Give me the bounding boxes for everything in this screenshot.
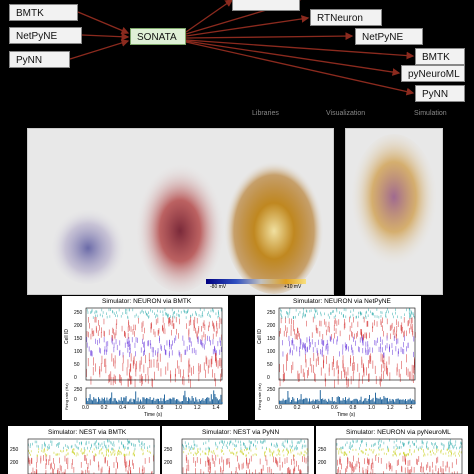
ytick-label: 200 [164, 460, 172, 466]
spike-raster [62, 296, 228, 420]
firing-rate-bars [86, 390, 223, 404]
ytick-label: 200 [318, 460, 326, 466]
ytick-label: 150 [267, 336, 275, 342]
xtick-label: 1.4 [405, 405, 412, 411]
raster-frame [28, 439, 154, 474]
firing-rate-bars [279, 390, 416, 404]
ytick-label: 100 [74, 349, 82, 355]
xlabel-time: Time (s) [144, 412, 162, 418]
raster-panel-neuron-netpyne: Simulator: NEURON via NetPyNE 2502001501… [255, 296, 421, 420]
category-libraries: Libraries [252, 110, 279, 117]
xtick-label: 1.2 [194, 405, 201, 411]
arrow-sonata-rtneuron [186, 18, 308, 36]
source-node-bmtk: BMTK [9, 4, 78, 21]
neuron-cloud-1 [50, 204, 126, 284]
rate-tick-label: 0 [267, 397, 270, 403]
xtick-label: 0.4 [119, 405, 126, 411]
ytick-label: 200 [74, 323, 82, 329]
ytick-label: 100 [267, 349, 275, 355]
ytick-label: 200 [267, 323, 275, 329]
xtick-label: 0.8 [157, 405, 164, 411]
target-node-bmtk: BMTK [415, 48, 465, 65]
target-node-pynn: PyNN [415, 85, 465, 102]
arrow-netpyne-sonata [82, 35, 128, 37]
ylabel-cell-id: Cell ID [64, 329, 70, 344]
neuron-cloud-rtneuron [350, 134, 438, 274]
ylabel-firing-rate: Firing rate (Hz) [64, 383, 69, 410]
xtick-label: 0.2 [101, 405, 108, 411]
source-node-netpyne: NetPyNE [9, 27, 82, 44]
raster-panel-neuron-bmtk: Simulator: NEURON via BMTK 2502001501005… [62, 296, 228, 420]
rate-tick-label: 0 [74, 397, 77, 403]
source-node-pynn: PyNN [9, 51, 70, 68]
target-node-rtneuron: RTNeuron [310, 9, 382, 26]
arrow-bmtk-sonata [78, 12, 128, 33]
hub-node-sonata: SONATA [130, 28, 186, 45]
ytick-label: 0 [267, 375, 270, 381]
category-visualization: Visualization [326, 110, 365, 117]
raster-panel-neuron-pyneuroml: Simulator: NEURON via pyNeuroML 250200 [316, 426, 468, 474]
arrow-sonata-netpyne [186, 36, 352, 38]
rtneuron-visualization-panel [345, 128, 443, 295]
ytick-label: 250 [74, 310, 82, 316]
category-simulation: Simulation [414, 110, 447, 117]
arrow-sonata-pynn [186, 42, 413, 93]
ytick-label: 250 [164, 447, 172, 453]
neuron-renderings [28, 129, 333, 294]
ytick-label: 250 [318, 447, 326, 453]
spike-raster [162, 426, 314, 474]
spike-raster [8, 426, 160, 474]
xtick-label: 0.6 [138, 405, 145, 411]
xtick-label: 0.2 [294, 405, 301, 411]
target-node-netpyne: NetPyNE [355, 28, 423, 45]
xtick-label: 1.0 [175, 405, 182, 411]
ytick-label: 50 [267, 362, 273, 368]
xtick-label: 0.4 [312, 405, 319, 411]
spike-raster [255, 296, 421, 420]
ytick-label: 200 [10, 460, 18, 466]
colorbar-min-label: -80 mV [210, 284, 226, 290]
xtick-label: 0.0 [275, 405, 282, 411]
ylabel-cell-id: Cell ID [257, 329, 263, 344]
spike-raster [316, 426, 468, 474]
ytick-label: 50 [74, 362, 80, 368]
ytick-label: 250 [10, 447, 18, 453]
ytick-label: 250 [267, 310, 275, 316]
target-node-top-partial [232, 0, 300, 11]
raster-frame [279, 308, 415, 380]
xlabel-time: Time (s) [337, 412, 355, 418]
neuron-cloud-3 [224, 154, 324, 294]
xtick-label: 0.6 [331, 405, 338, 411]
xtick-label: 0.0 [82, 405, 89, 411]
ytick-label: 150 [74, 336, 82, 342]
xtick-label: 1.4 [212, 405, 219, 411]
raster-panel-nest-pynn: Simulator: NEST via PyNN 250200 [162, 426, 314, 474]
colorbar-max-label: +10 mV [284, 284, 301, 290]
neuron-cloud-2 [135, 156, 225, 292]
ytick-label: 0 [74, 375, 77, 381]
rtneuron-rendering [346, 129, 442, 294]
raster-panel-nest-bmtk: Simulator: NEST via BMTK 250200 [8, 426, 160, 474]
xtick-label: 0.8 [350, 405, 357, 411]
ylabel-firing-rate: Firing rate (Hz) [257, 383, 262, 410]
rate-tick-label: 250 [267, 387, 275, 393]
xtick-label: 1.0 [368, 405, 375, 411]
neuron-visualization-panel: -80 mV +10 mV [27, 128, 334, 295]
target-node-pyneuroml: pyNeuroML [401, 65, 465, 82]
rate-tick-label: 250 [74, 387, 82, 393]
xtick-label: 1.2 [387, 405, 394, 411]
